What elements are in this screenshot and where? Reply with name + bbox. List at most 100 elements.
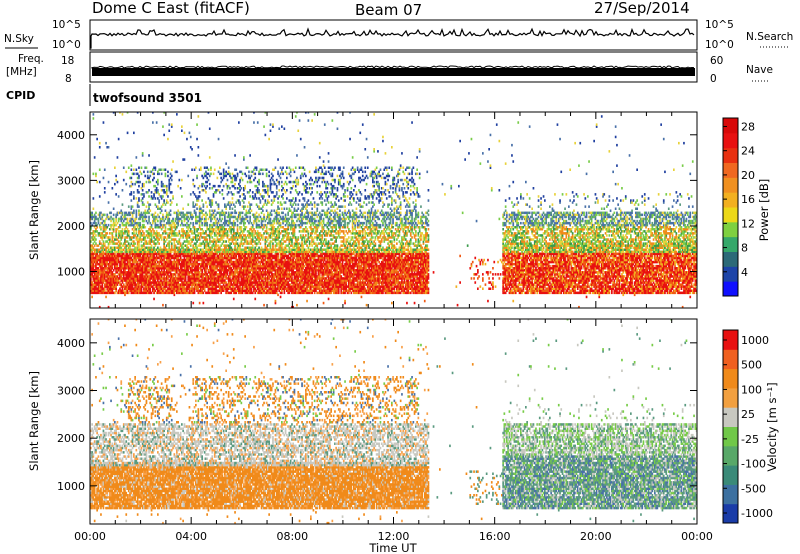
heatmap-cell [153,246,155,249]
heatmap-cell [249,228,251,231]
heatmap-cell [258,264,260,268]
heatmap-cell [179,187,182,190]
heatmap-cell [265,281,268,284]
heatmap-cell [167,260,169,264]
heatmap-cell [95,256,97,260]
heatmap-cell [111,242,114,245]
heatmap-cell [95,262,97,266]
heatmap-cell [102,244,105,247]
heatmap-cell [127,166,130,169]
heatmap-cell [264,271,267,274]
heatmap-cell [150,260,153,264]
heatmap-cell [243,260,245,264]
heatmap-cell [149,285,152,288]
heatmap-cell [222,230,225,233]
heatmap-cell [178,211,181,215]
heatmap-cell [186,250,188,254]
heatmap-cell [231,238,234,241]
heatmap-cell [148,205,150,208]
heatmap-cell [184,213,187,217]
heatmap-cell [117,211,120,215]
heatmap-cell [231,287,234,290]
heatmap-cell [157,197,159,200]
heatmap-cell [102,281,105,284]
heatmap-cell [116,221,119,225]
heatmap-cell [124,230,126,233]
heatmap-cell [131,252,134,256]
heatmap-cell [127,230,130,233]
heatmap-cell [163,264,165,268]
heatmap-cell [96,254,98,258]
heatmap-cell [213,234,216,237]
heatmap-cell [254,240,257,243]
heatmap-cell [269,256,272,260]
heatmap-cell [103,291,106,295]
heatmap-cell [217,256,220,260]
heatmap-cell [139,250,141,254]
heatmap-cell [162,277,164,280]
heatmap-cell [221,230,224,233]
heatmap-cell [264,283,267,286]
heatmap-cell [160,238,163,241]
heatmap-cell [153,297,155,301]
heatmap-cell [91,252,93,256]
heatmap-cell [248,176,250,180]
heatmap-cell [154,289,157,292]
heatmap-cell [102,228,105,231]
heatmap-cell [250,240,253,243]
heatmap-cell [149,226,152,229]
heatmap-cell [206,260,208,264]
heatmap-cell [121,279,124,282]
heatmap-cell [269,217,272,221]
heatmap-cell [91,269,93,272]
heatmap-cell [258,197,260,200]
heatmap-cell [265,289,268,292]
heatmap-cell [235,178,238,182]
heatmap-cell [227,264,230,268]
date-title: 27/Sep/2014 [594,0,690,17]
heatmap-cell [267,271,269,274]
heatmap-cell [136,226,139,229]
heatmap-cell [238,182,240,186]
heatmap-cell [90,285,92,288]
heatmap-cell [224,254,226,258]
heatmap-cell [208,213,211,217]
heatmap-cell [249,189,251,192]
heatmap-cell [95,211,97,215]
heatmap-cell [212,244,215,247]
heatmap-cell [192,301,195,305]
heatmap-cell [127,262,130,266]
heatmap-cell [202,205,205,208]
heatmap-cell [124,238,126,241]
heatmap-cell [141,215,144,219]
heatmap-cell [139,267,141,270]
heatmap-cell [181,178,183,182]
heatmap-cell [169,279,172,282]
heatmap-cell [193,193,196,196]
heatmap-cell [229,228,231,231]
heatmap-cell [220,256,222,260]
heatmap-cell [240,219,243,223]
heatmap-cell [243,248,245,251]
heatmap-cell [248,234,250,237]
heatmap-cell [131,213,134,217]
heatmap-cell [96,226,98,229]
heatmap-cell [117,236,120,239]
heatmap-cell [187,279,190,282]
heatmap-cell [202,264,205,268]
heatmap-cell [262,252,264,256]
heatmap-cell [149,267,152,270]
heatmap-cell [163,283,165,286]
heatmap-cell [183,285,186,288]
heatmap-cell [267,184,269,188]
heatmap-cell [245,264,248,268]
heatmap-cell [179,252,182,256]
heatmap-cell [196,174,198,178]
heatmap-cell [92,264,95,268]
heatmap-cell [133,223,135,227]
heatmap-cell [163,260,165,264]
heatmap-cell [119,269,121,272]
heatmap-cell [193,264,196,268]
heatmap-cell [215,283,217,286]
heatmap-cell [148,271,150,274]
